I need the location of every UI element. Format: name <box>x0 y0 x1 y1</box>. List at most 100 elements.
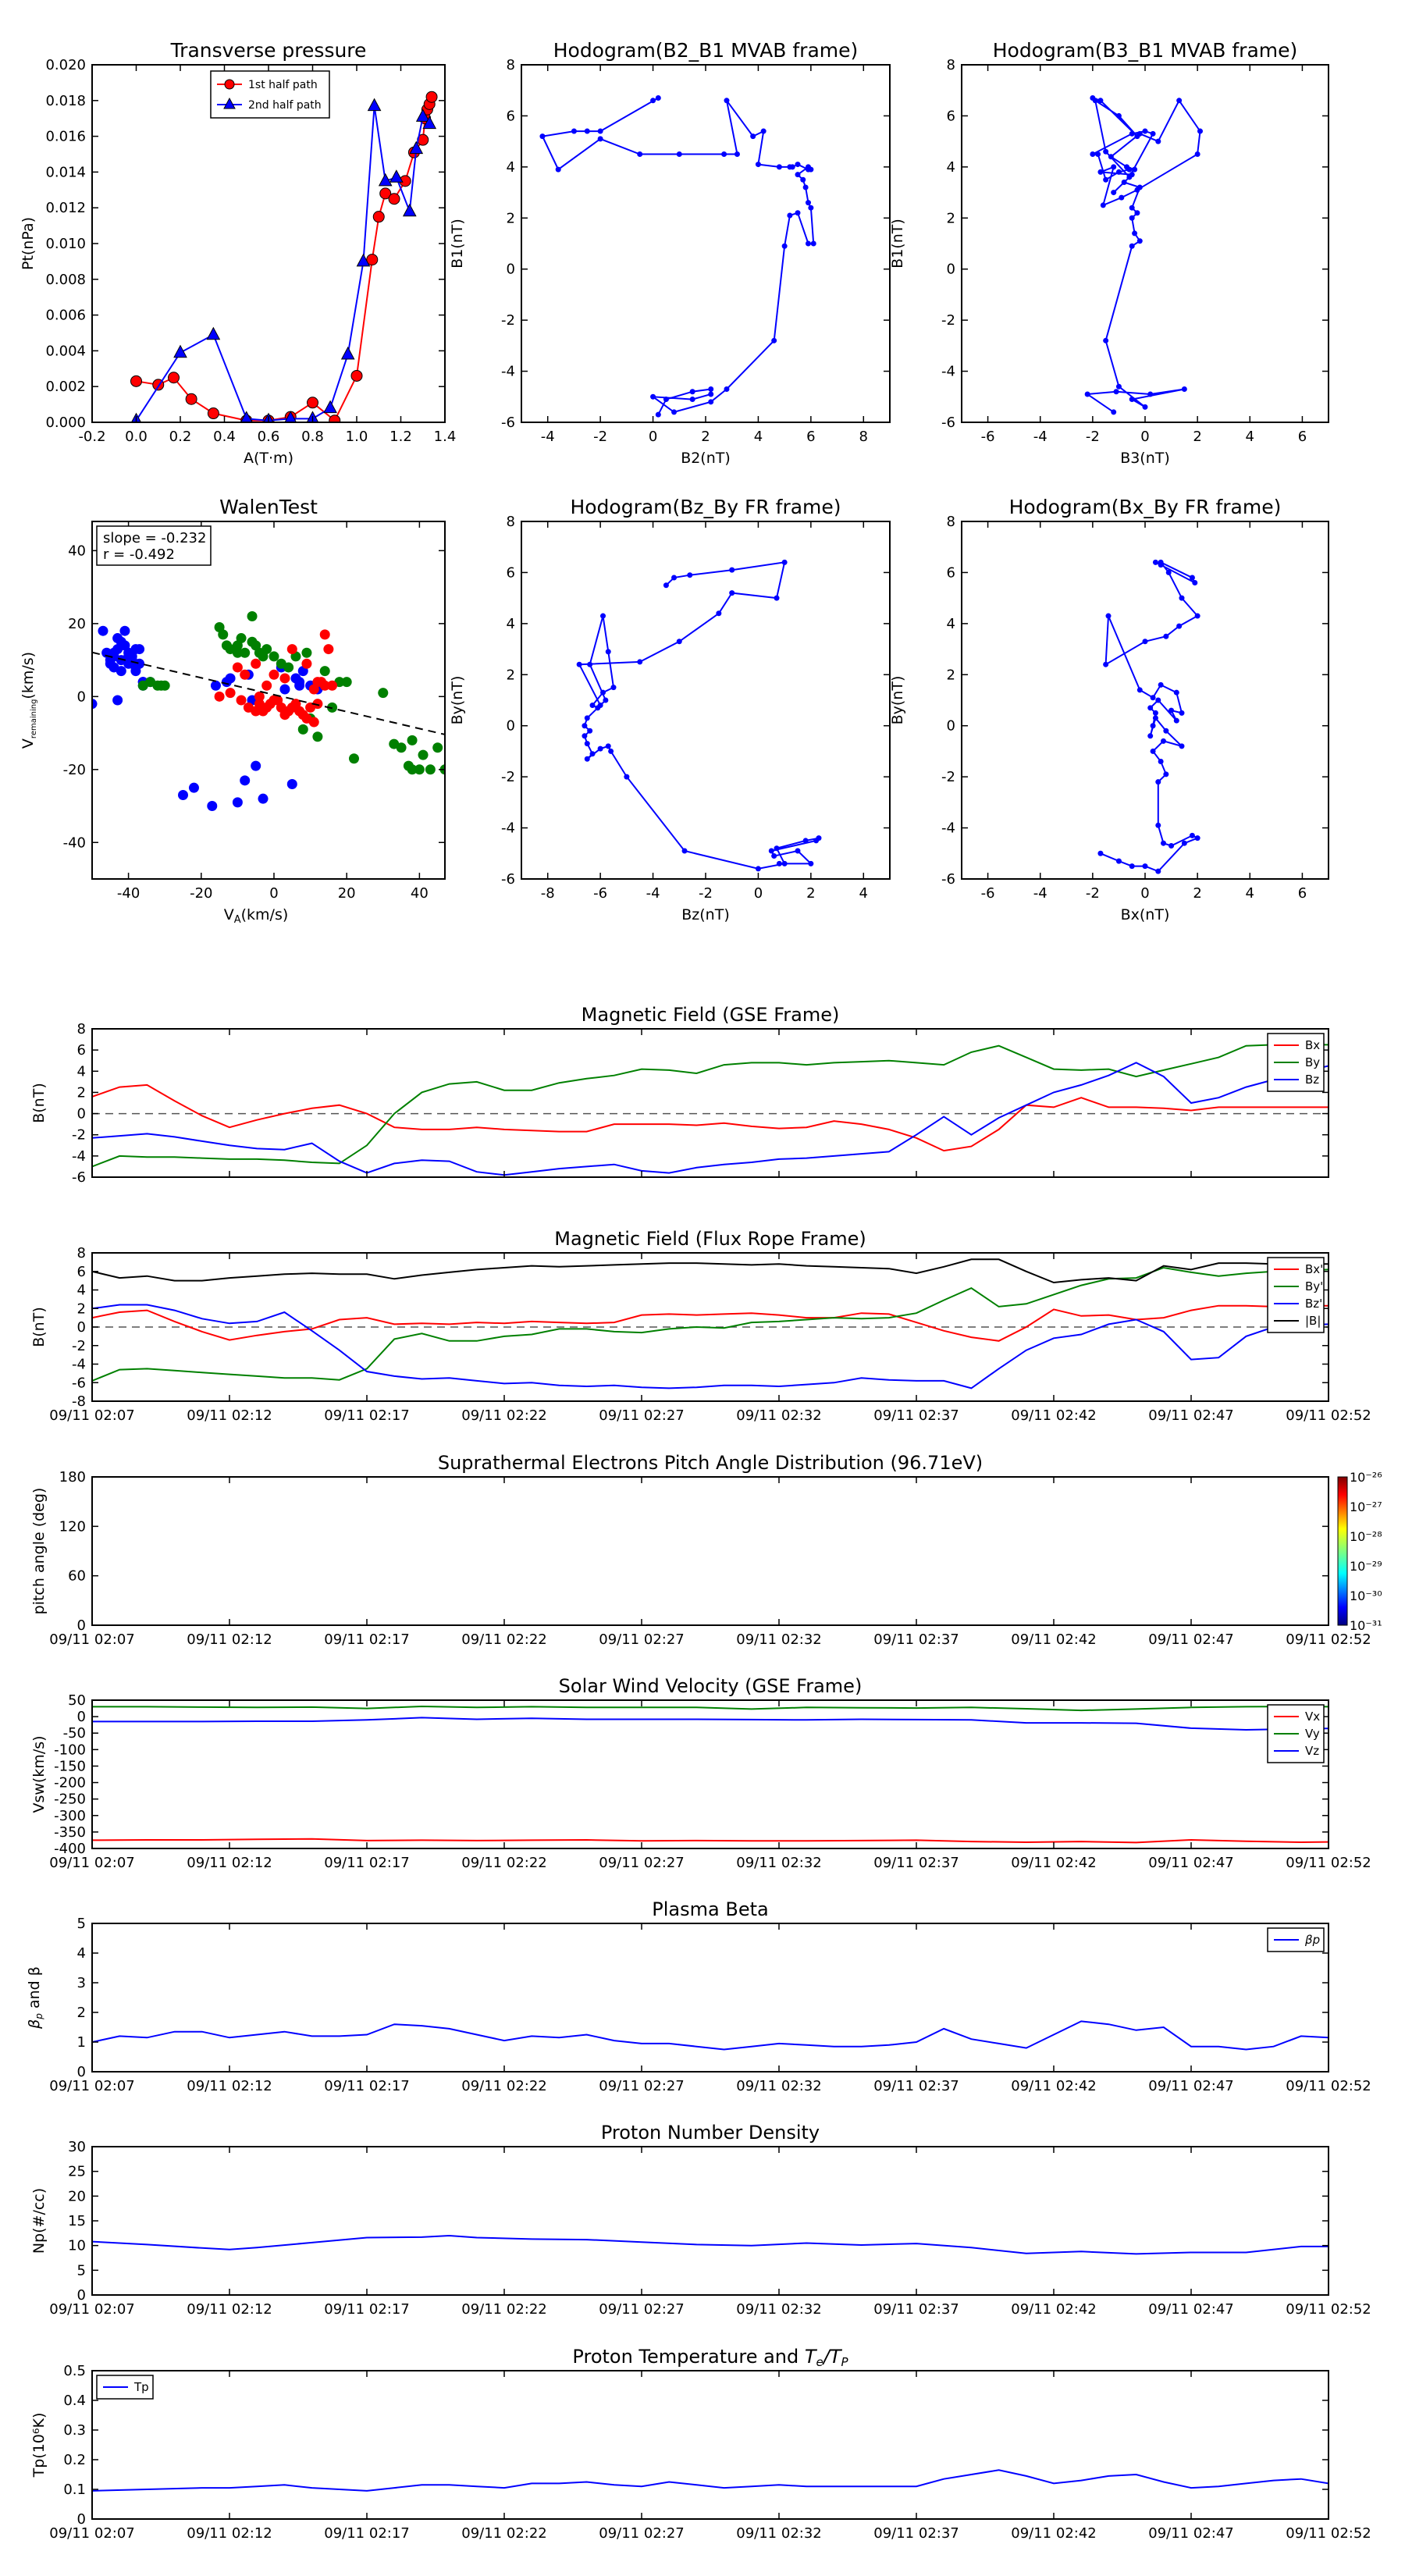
x-tick-label: 1.2 <box>389 429 412 445</box>
data-point <box>800 176 806 183</box>
plot-frame <box>961 64 1329 423</box>
data-point <box>130 375 142 387</box>
chart-title: Plasma Beta <box>652 1898 768 1920</box>
x-tick-label: 09/11 02:52 <box>1286 2078 1371 2094</box>
y-tick-label: 0 <box>507 262 515 278</box>
panel-beta: Plasma Beta 09/11 02:07 09/11 02:12 09/11 0… <box>26 1898 1371 2094</box>
data-point <box>1194 151 1200 157</box>
data-point <box>587 661 593 667</box>
data-point <box>795 210 801 216</box>
data-point <box>378 688 389 699</box>
legend-label: Vy <box>1305 1727 1320 1741</box>
y-tick-label: 40 <box>68 543 86 559</box>
x-tick-label: -4 <box>541 429 555 445</box>
data-point <box>1129 205 1135 211</box>
data-point <box>1155 868 1161 874</box>
x-tick-label: 09/11 02:22 <box>461 1407 546 1424</box>
y-tick-label: 4 <box>77 1945 86 1962</box>
series-group <box>92 611 445 812</box>
data-point <box>294 677 305 688</box>
x-tick-label: 09/11 02:12 <box>187 1631 272 1648</box>
data-point <box>1173 689 1179 696</box>
legend-label: Bz <box>1305 1073 1319 1087</box>
x-tick-label: -2 <box>699 885 713 902</box>
y-tick-label: 2 <box>947 210 955 226</box>
data-point <box>795 848 801 854</box>
panel-walen: WalenTest -40 -20 0 20 40 -40 -20 0 20 40 VA(km/s) V… <box>20 496 446 926</box>
data-point <box>319 629 330 640</box>
data-point <box>1155 779 1161 785</box>
panel-hodo_b2b1: Hodogram(B2_B1 MVAB frame) -4 -2 0 2 4 6 8 -6 -4 -… <box>449 39 891 467</box>
x-tick-label: 09/11 02:42 <box>1011 2525 1096 2542</box>
data-point <box>624 774 630 780</box>
y-tick-label: -350 <box>54 1824 86 1841</box>
series-line-Bz <box>92 1062 1329 1176</box>
data-point <box>1105 613 1112 619</box>
data-point <box>637 659 643 665</box>
data-point <box>1136 238 1143 244</box>
y-tick-label: 0.020 <box>45 57 86 73</box>
data-point <box>1194 613 1200 619</box>
x-tick-label: 09/11 02:32 <box>736 1631 821 1648</box>
x-tick-label: 09/11 02:52 <box>1286 2301 1371 2318</box>
panel-hodo_bxby: Hodogram(Bx_By FR frame) -6 -4 -2 0 2 4 6 -6 -4 -2… <box>889 496 1329 923</box>
data-point <box>1163 728 1169 734</box>
x-tick-label: 09/11 02:17 <box>324 2525 409 2542</box>
data-point <box>188 782 199 793</box>
data-point <box>605 743 611 749</box>
panel-pad: Suprathermal Electrons Pitch Angle Distr… <box>30 1452 1382 1648</box>
data-point <box>734 151 740 157</box>
x-tick-label: 09/11 02:17 <box>324 2078 409 2094</box>
data-point <box>655 95 661 101</box>
x-tick-label: -2 <box>593 429 607 445</box>
y-tick-label: 4 <box>507 159 515 176</box>
data-point <box>1129 863 1135 870</box>
y-tick-label: 0.010 <box>45 236 86 252</box>
panel-mag_fr: Magnetic Field (Flux Rope Frame) 09/11 02… <box>30 1228 1371 1424</box>
y-tick-label: -4 <box>501 820 515 837</box>
data-point <box>251 658 261 669</box>
data-point <box>1197 128 1203 134</box>
y-tick-label: 2 <box>77 1300 86 1317</box>
y-tick-label: 8 <box>507 57 515 73</box>
data-point <box>1158 759 1164 765</box>
series-group <box>539 95 816 418</box>
x-tick-label: 09/11 02:22 <box>461 2525 546 2542</box>
data-point <box>1142 863 1148 870</box>
data-point <box>1134 210 1140 216</box>
series-group <box>130 91 438 422</box>
x-tick-label: 6 <box>1298 885 1307 902</box>
data-point <box>207 801 218 812</box>
series-line-βp <box>92 2020 1329 2051</box>
series-group <box>92 1044 1329 1176</box>
data-point <box>755 866 761 872</box>
x-tick-label: 4 <box>859 885 868 902</box>
x-tick-label: 09/11 02:22 <box>461 2078 546 2094</box>
data-point <box>130 666 141 677</box>
series-line-path <box>1100 561 1200 873</box>
x-tick-label: -6 <box>981 885 995 902</box>
data-point <box>587 728 593 734</box>
chart-title: Magnetic Field (GSE Frame) <box>582 1004 840 1026</box>
y-tick-label: 6 <box>947 108 955 124</box>
series-group <box>92 2469 1329 2492</box>
y-tick-label: 30 <box>68 2139 86 2155</box>
x-tick-label: 2 <box>1193 885 1201 902</box>
series-line-Tp <box>92 2469 1329 2492</box>
data-point <box>776 860 782 866</box>
data-point <box>1181 840 1187 846</box>
y-tick-label: 0.018 <box>45 93 86 109</box>
x-tick-label: -4 <box>646 885 660 902</box>
y-tick-label: 5 <box>77 1916 86 1932</box>
data-point <box>805 240 811 247</box>
data-point <box>1142 404 1148 410</box>
data-point <box>1189 575 1195 581</box>
x-tick-label: 09/11 02:27 <box>599 2301 684 2318</box>
data-point <box>721 151 727 157</box>
x-tick-label: 09/11 02:17 <box>324 1855 409 1871</box>
series-line-By <box>92 1044 1329 1168</box>
data-point <box>1152 715 1158 721</box>
y-tick-label: -200 <box>54 1775 86 1791</box>
data-point <box>329 415 341 422</box>
